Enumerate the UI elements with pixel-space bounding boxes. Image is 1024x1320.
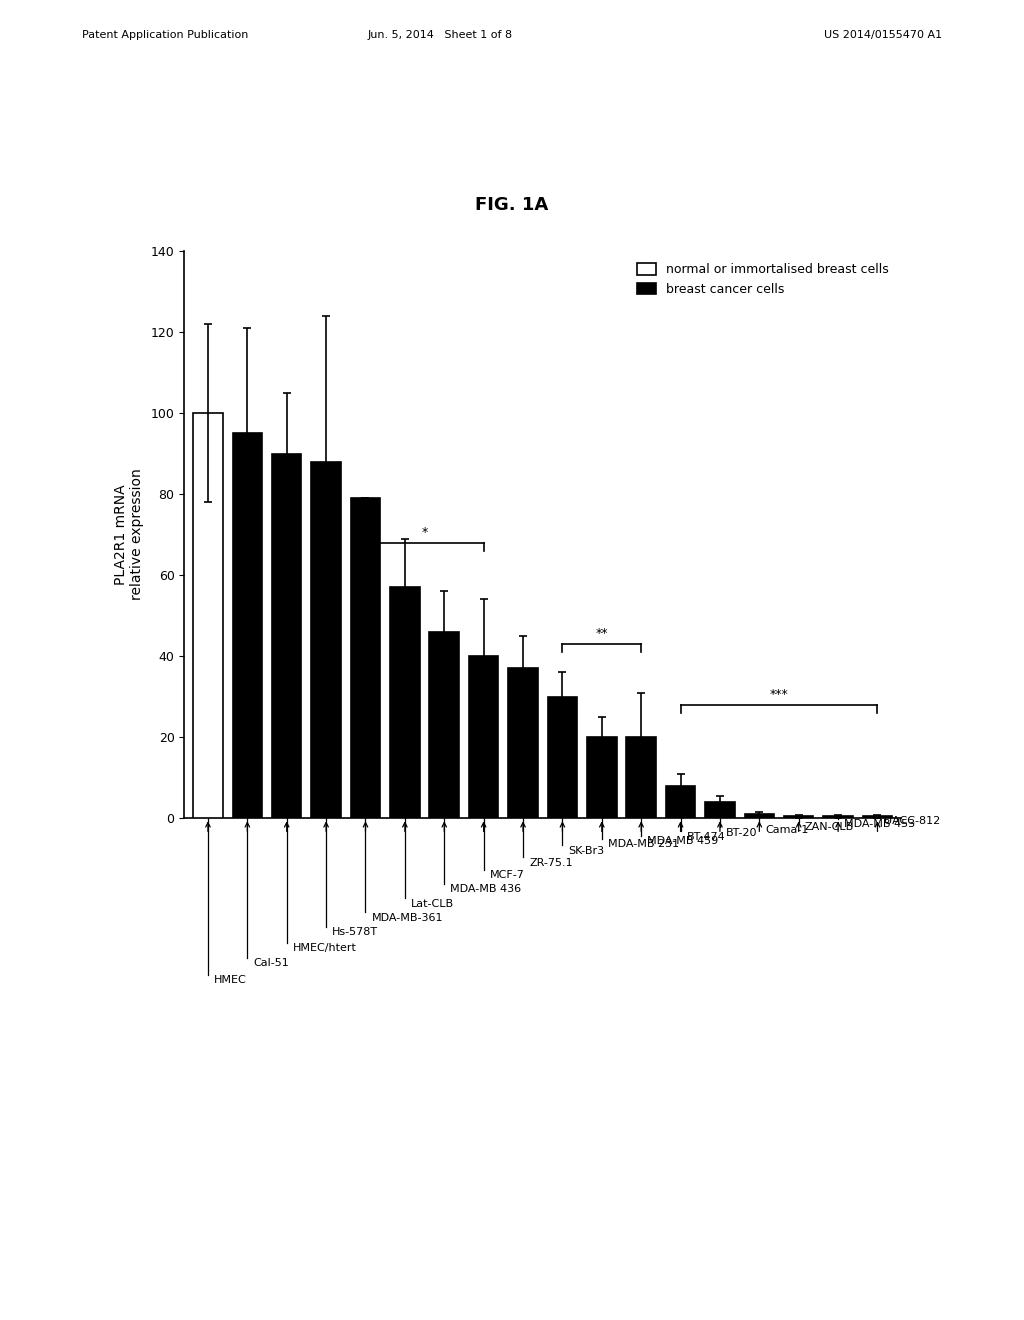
Text: UACC-812: UACC-812 xyxy=(884,816,940,826)
Text: MDA-MB 436: MDA-MB 436 xyxy=(451,884,521,895)
Text: MDA-MB-361: MDA-MB-361 xyxy=(372,912,443,923)
Y-axis label: PLA2R1 mRNA
relative expression: PLA2R1 mRNA relative expression xyxy=(114,469,143,601)
Bar xyxy=(232,433,262,818)
Bar xyxy=(350,498,380,818)
Text: SK-Br3: SK-Br3 xyxy=(568,846,605,855)
Bar xyxy=(666,785,695,818)
Bar xyxy=(390,587,420,818)
Bar xyxy=(508,668,538,818)
Text: HMEC: HMEC xyxy=(214,975,247,985)
Text: US 2014/0155470 A1: US 2014/0155470 A1 xyxy=(824,30,942,41)
Text: Lat-CLB: Lat-CLB xyxy=(411,899,454,908)
Text: *: * xyxy=(323,469,330,482)
Bar xyxy=(429,632,459,818)
Bar xyxy=(823,816,853,818)
Bar xyxy=(744,814,774,818)
Bar xyxy=(194,413,222,818)
Bar xyxy=(784,816,813,818)
Bar xyxy=(469,656,499,818)
Bar xyxy=(548,697,578,818)
Text: MCF-7: MCF-7 xyxy=(489,870,524,880)
Bar xyxy=(587,738,616,818)
Bar xyxy=(706,803,734,818)
Text: MDA-MB 231: MDA-MB 231 xyxy=(608,840,679,849)
Text: ***: *** xyxy=(770,688,788,701)
Text: BT-474: BT-474 xyxy=(687,832,725,842)
Bar xyxy=(627,738,656,818)
Text: Hs-578T: Hs-578T xyxy=(332,927,379,937)
Bar xyxy=(272,454,301,818)
Text: *: * xyxy=(422,525,428,539)
Text: MDA-MB 459: MDA-MB 459 xyxy=(647,836,719,846)
Text: MDA-MB 453: MDA-MB 453 xyxy=(844,820,915,829)
Text: **: ** xyxy=(596,627,608,640)
Text: Jun. 5, 2014   Sheet 1 of 8: Jun. 5, 2014 Sheet 1 of 8 xyxy=(368,30,513,41)
Text: BT-20: BT-20 xyxy=(726,828,758,838)
Legend: normal or immortalised breast cells, breast cancer cells: normal or immortalised breast cells, bre… xyxy=(631,257,895,302)
Bar xyxy=(311,462,341,818)
Text: Patent Application Publication: Patent Application Publication xyxy=(82,30,248,41)
Text: Cal-51: Cal-51 xyxy=(254,958,289,968)
Text: FIG. 1A: FIG. 1A xyxy=(475,195,549,214)
Bar xyxy=(862,816,892,818)
Text: ZR-75.1: ZR-75.1 xyxy=(529,858,572,867)
Text: HMEC/htert: HMEC/htert xyxy=(293,942,356,953)
Text: Cama-1: Cama-1 xyxy=(766,825,809,834)
Text: ZAN-CLB: ZAN-CLB xyxy=(805,822,854,832)
